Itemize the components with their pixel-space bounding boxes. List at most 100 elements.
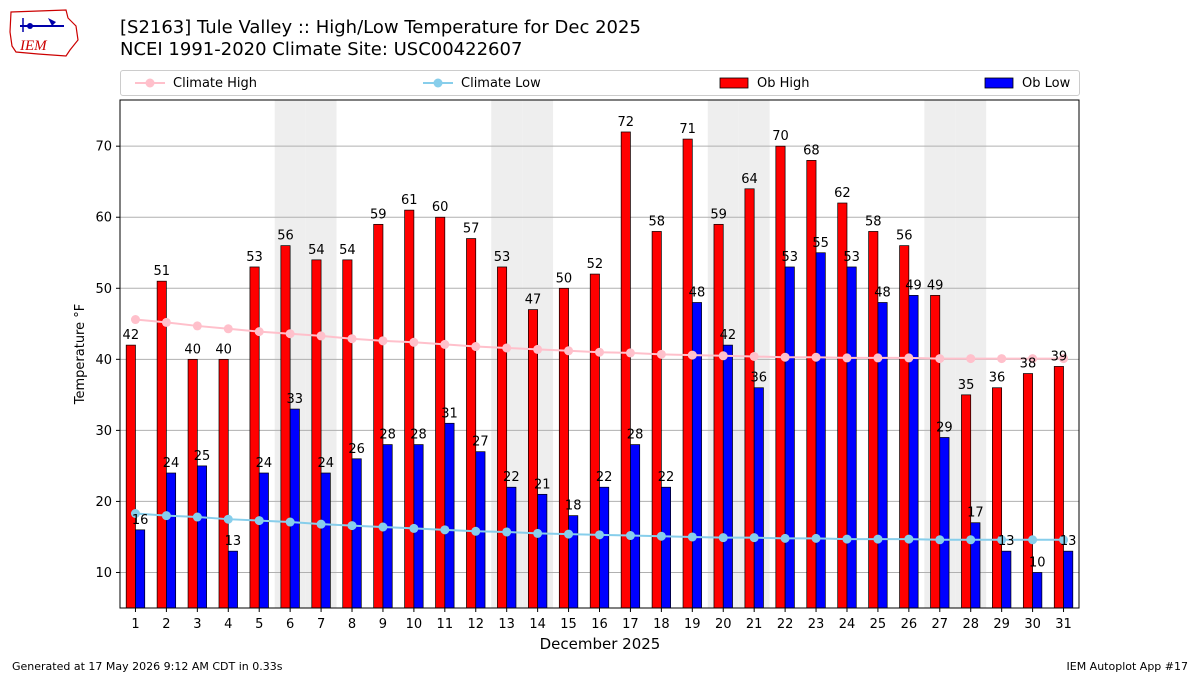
ob-low-value-label: 28 [410,428,427,443]
ob-low-value-label: 13 [1060,534,1077,549]
ob-high-bar [497,266,508,609]
climate-low-point [1028,535,1038,545]
ob-low-value-label: 48 [689,285,706,300]
ob-high-bar [744,188,755,609]
climate-low-point [904,534,914,544]
climate-high-point [687,350,697,360]
climate-high-point [811,352,821,362]
ob-low-value-label: 17 [967,506,984,521]
ob-low-value-label: 53 [781,250,798,265]
climate-high-point [656,349,666,359]
ob-low-bar [630,444,641,609]
ob-high-value-label: 57 [463,222,480,237]
climate-high-point [223,324,233,334]
climate-high-point [935,354,945,364]
ob-low-bar [753,387,764,609]
ob-high-bar [249,266,260,609]
climate-low-point [749,533,759,543]
climate-high-point [904,353,914,363]
x-tick-label: 16 [591,617,608,632]
ob-low-bar [908,295,919,609]
ob-high-value-label: 53 [246,250,263,265]
ob-low-value-label: 29 [936,420,953,435]
ob-low-value-label: 21 [534,477,551,492]
y-tick-label: 40 [95,353,112,368]
climate-high-point [780,352,790,362]
climate-low-point [811,533,821,543]
climate-low-point [687,532,697,542]
climate-high-point [440,339,450,349]
x-tick-label: 3 [193,617,201,632]
x-tick-label: 22 [777,617,794,632]
ob-high-value-label: 54 [308,243,325,258]
legend-label-climate-high: Climate High [173,75,258,91]
ob-low-bar [877,302,888,609]
ob-high-value-label: 42 [123,328,140,343]
climate-low-point [378,522,388,532]
ob-low-value-label: 28 [627,428,644,443]
x-tick-label: 6 [286,617,294,632]
climate-lines [130,315,1069,545]
ob-low-value-label: 31 [441,406,458,421]
x-tick-label: 30 [1024,617,1041,632]
x-tick-label: 7 [317,617,325,632]
x-tick-label: 24 [839,617,856,632]
ob-high-value-label: 58 [648,214,665,229]
ob-low-bar [444,422,455,609]
x-tick-label: 28 [962,617,979,632]
ob-low-bar [196,465,207,609]
y-axis-label: Temperature °F [73,304,88,405]
ob-high-value-label: 53 [494,250,511,265]
climate-high-point [471,342,481,352]
ob-high-value-label: 40 [215,342,232,357]
climate-low-point [161,511,171,521]
generated-timestamp: Generated at 17 May 2026 9:12 AM CDT in … [12,660,283,673]
x-tick-label: 14 [529,617,546,632]
x-tick-label: 8 [348,617,356,632]
climate-high-point [347,334,357,344]
climate-high-point [749,351,759,361]
chart-subtitle: NCEI 1991-2020 Climate Site: USC00422607 [120,39,523,60]
ob-high-bar [218,358,229,609]
climate-low-point [595,530,604,540]
ob-high-value-label: 70 [772,129,789,144]
x-tick-label: 20 [715,617,732,632]
climate-low-point [842,534,852,544]
climate-high-point [378,336,388,346]
ob-high-bar [404,209,415,609]
x-tick-label: 2 [162,617,170,632]
app-credit: IEM Autoplot App #17 [1066,660,1189,673]
ob-low-bar [537,493,548,609]
climate-low-point [656,531,666,541]
ob-low-value-label: 10 [1029,555,1046,570]
iem-logo: IEM [9,9,79,57]
ob-low-value-label: 22 [596,470,613,485]
ob-high-bar [1022,373,1033,609]
ob-high-bar [342,259,353,609]
ob-high-value-label: 62 [834,186,851,201]
climate-high-point [625,348,635,358]
x-tick-label: 15 [560,617,577,632]
climate-high-point [254,327,264,337]
legend-item-climate-high: Climate High [135,71,257,95]
y-tick-label: 30 [95,424,112,439]
climate-low-point [966,535,976,545]
climate-low-line-swatch [423,78,453,88]
y-tick-label: 60 [95,211,112,226]
ob-low-bar [599,486,610,609]
climate-low-point [285,517,295,527]
ob-low-value-label: 22 [503,470,520,485]
climate-high-point [533,344,543,354]
ob-high-value-label: 38 [1020,357,1037,372]
climate-high-point [316,331,326,341]
ob-low-value-label: 27 [472,435,489,450]
climate-high-point [873,353,883,363]
ob-low-bar [1063,550,1074,609]
ob-low-value-label: 24 [317,456,334,471]
climate-low-point [440,525,450,535]
logo-text: IEM [19,38,48,54]
x-tick-label: 12 [467,617,484,632]
climate-low-point [192,512,202,522]
ob-high-bar [373,223,384,609]
